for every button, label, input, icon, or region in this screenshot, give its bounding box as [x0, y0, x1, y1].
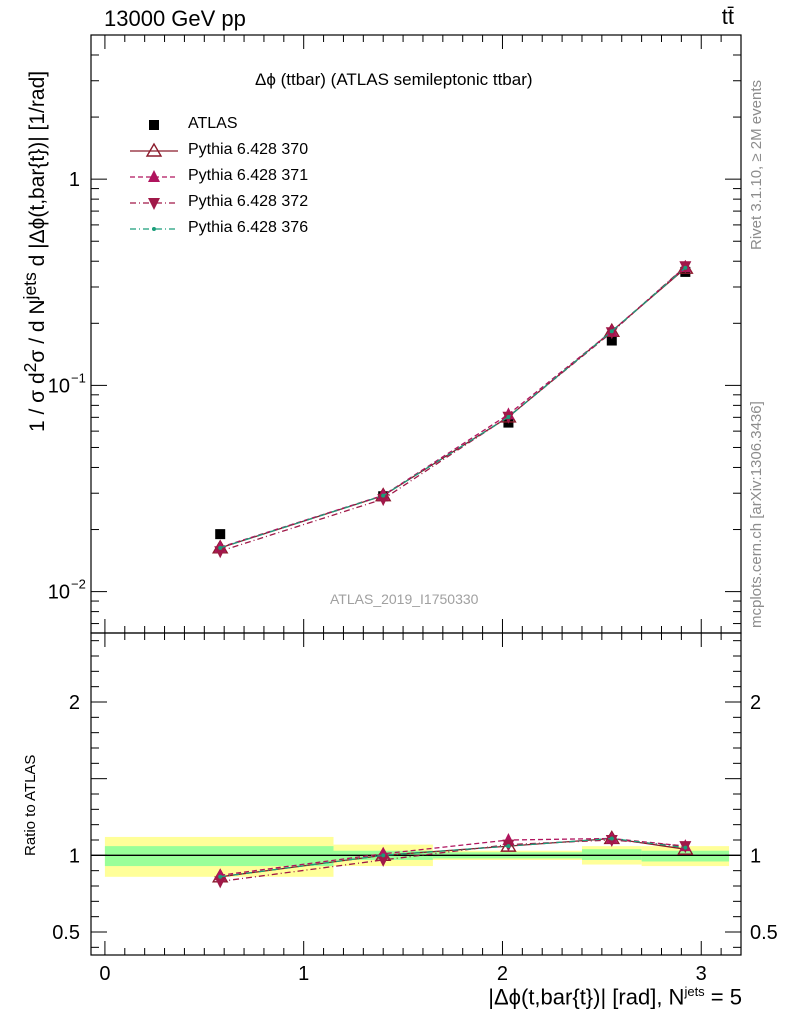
data-point-ratio	[609, 836, 614, 841]
data-point-main	[218, 545, 223, 550]
ratio-panel-frame	[90, 632, 742, 956]
legend-marker	[152, 227, 156, 231]
y-tick-label-exponent: −2	[71, 577, 86, 592]
x-tick-label: 3	[696, 963, 707, 985]
analysis-reference: ATLAS_2019_I1750330	[330, 591, 479, 607]
y-tick-label-ratio: 2	[69, 692, 80, 714]
x-tick-label: 0	[99, 963, 110, 985]
energy-label: 13000 GeV pp	[104, 6, 246, 31]
data-point-main	[683, 265, 688, 270]
data-point-main	[215, 529, 226, 540]
legend-label-atlas: ATLAS	[188, 115, 238, 132]
data-point-ratio	[506, 844, 511, 849]
legend-label-376: Pythia 6.428 376	[188, 219, 309, 236]
legend-marker	[145, 142, 163, 157]
x-axis-label-suffix: = 5	[704, 984, 742, 1010]
series-line-main	[220, 267, 686, 549]
y-tick-label-main: 10	[48, 375, 70, 397]
data-point-main	[381, 493, 386, 498]
y-tick-label-ratio-right: 0.5	[750, 922, 778, 944]
mcplots-label: mcplots.cern.ch [arXiv:1306.3436]	[748, 401, 765, 628]
data-point-ratio	[377, 854, 390, 867]
data-point-ratio	[381, 853, 386, 858]
ratio-y-axis-label: Ratio to ATLAS	[22, 754, 39, 856]
data-point-main	[606, 335, 617, 346]
legend-label-370: Pythia 6.428 370	[188, 141, 309, 158]
legend-marker	[149, 120, 159, 130]
legend-markers	[130, 120, 178, 231]
data-point-ratio	[683, 845, 688, 850]
data-point-ratio	[218, 874, 223, 879]
legend-marker	[148, 198, 160, 210]
data-point-main	[377, 494, 390, 507]
x-axis-label-prefix: |Δϕ(t,bar{t})| [rad], N	[488, 984, 685, 1010]
series-line-main	[220, 267, 686, 549]
series-line-main	[220, 265, 686, 552]
ratio-band-inner	[581, 849, 642, 860]
y-tick-label-ratio: 1	[69, 845, 80, 867]
x-axis-label: |Δϕ(t,bar{t})| [rad], Njets = 5	[488, 984, 742, 1010]
x-axis-label-sup: jets	[684, 984, 705, 999]
data-point-main	[506, 414, 511, 419]
data-series	[211, 259, 694, 889]
data-point-ratio	[605, 835, 618, 847]
x-tick-label: 2	[497, 963, 508, 985]
y-tick-label-main: 10	[48, 582, 70, 604]
y-tick-label-exponent: −1	[71, 370, 86, 385]
ratio-band-inner	[104, 846, 334, 867]
y-tick-label-ratio-right: 2	[750, 692, 761, 714]
data-point-main	[214, 546, 227, 559]
data-point-main	[609, 329, 614, 334]
y-tick-label-ratio-right: 1	[750, 845, 761, 867]
legend-marker	[148, 170, 160, 182]
y-tick-label-main: 1	[69, 169, 80, 191]
ratio-uncertainty-bands	[91, 836, 741, 877]
x-tick-label: 1	[298, 963, 309, 985]
series-line-main	[220, 266, 686, 548]
ratio-band-inner	[641, 850, 730, 862]
data-point-ratio	[214, 876, 227, 889]
plot-title: Δϕ (ttbar) (ATLAS semileptonic ttbar)	[255, 70, 533, 89]
axis-ticks	[91, 34, 741, 955]
legend-label-371: Pythia 6.428 371	[188, 167, 309, 184]
rivet-version-label: Rivet 3.1.10, ≥ 2M events	[748, 80, 765, 250]
process-label: tt̄	[721, 4, 734, 29]
y-tick-label-ratio: 0.5	[52, 922, 80, 944]
main-y-axis-label: 1 / σ d2σ / d Njets d |Δϕ(t,bar{t})| [1/…	[20, 70, 49, 432]
legend-label-372: Pythia 6.428 372	[188, 193, 309, 210]
